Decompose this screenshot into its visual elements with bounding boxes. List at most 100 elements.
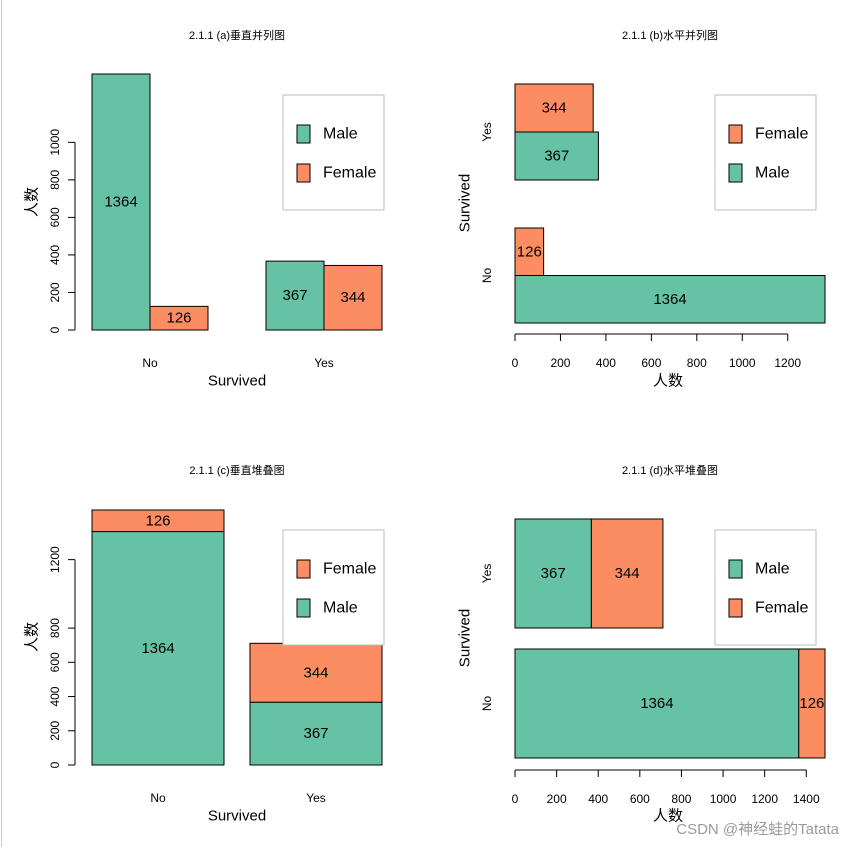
x-tick-label: 1000 bbox=[710, 792, 737, 806]
x-tick-label: 400 bbox=[596, 356, 616, 370]
chart-title: 2.1.1 (a)垂直并列图 bbox=[189, 28, 285, 42]
data-label: 126 bbox=[799, 695, 824, 712]
x-tick-label: 0 bbox=[512, 356, 519, 370]
legend-swatch-female bbox=[296, 559, 311, 579]
bar-yes-female bbox=[590, 518, 664, 629]
data-label: 344 bbox=[303, 664, 328, 681]
x-axis-title: 人数 bbox=[653, 373, 683, 390]
y-axis-title: 人数 bbox=[24, 187, 41, 217]
x-tick-label: 200 bbox=[550, 356, 570, 370]
y-axis-title: 人数 bbox=[24, 622, 41, 652]
legend-swatch-female bbox=[728, 598, 743, 618]
y-axis-title: Survived bbox=[457, 609, 474, 667]
data-label: 1364 bbox=[104, 194, 137, 211]
legend-label-male: Male bbox=[755, 561, 790, 578]
bar-no-male bbox=[514, 648, 800, 759]
legend-box bbox=[714, 94, 817, 211]
bar-yes-male bbox=[514, 518, 592, 629]
chart-panel-b: 2.1.1 (b)水平并列图 1364 126 No 367 344 Yes 0 200 400 6… bbox=[457, 28, 826, 390]
legend-label-female: Female bbox=[323, 561, 376, 578]
legend-swatch-female bbox=[728, 124, 743, 144]
data-label: 344 bbox=[340, 289, 365, 306]
x-tick-label: 800 bbox=[671, 792, 691, 806]
legend-swatch-male bbox=[296, 598, 311, 618]
data-label: 367 bbox=[282, 287, 307, 304]
y-tick-label: 200 bbox=[48, 282, 62, 302]
y-tick-label: 400 bbox=[48, 245, 62, 265]
legend-box bbox=[714, 529, 817, 646]
x-tick-label: 1400 bbox=[793, 792, 820, 806]
category-label-no: No bbox=[150, 791, 166, 805]
legend-swatch-female bbox=[296, 163, 311, 183]
watermark-text: CSDN @神经蛙的Tatata bbox=[676, 821, 839, 838]
data-label: 1364 bbox=[653, 291, 686, 308]
category-label-no: No bbox=[480, 268, 494, 284]
legend-label-male: Male bbox=[755, 165, 790, 182]
data-label: 367 bbox=[541, 565, 566, 582]
x-axis-title: 人数 bbox=[653, 808, 683, 825]
legend: Male Female bbox=[714, 529, 817, 646]
y-axis-title: Survived bbox=[457, 174, 474, 232]
legend-label-female: Female bbox=[755, 126, 808, 143]
bar-no-female bbox=[149, 305, 209, 331]
chart-title: 2.1.1 (c)垂直堆叠图 bbox=[189, 463, 284, 477]
x-tick-label: 1200 bbox=[774, 356, 801, 370]
bar-yes-male bbox=[249, 701, 383, 766]
y-tick-label: 600 bbox=[48, 207, 62, 227]
bar-no-male bbox=[514, 275, 826, 324]
bar-yes-female bbox=[249, 642, 383, 703]
legend-box bbox=[282, 94, 385, 211]
data-label: 126 bbox=[145, 512, 170, 529]
x-tick-label: 1200 bbox=[751, 792, 778, 806]
legend-swatch-male bbox=[728, 163, 743, 183]
legend: Female Male bbox=[282, 529, 385, 646]
x-tick-label: 400 bbox=[588, 792, 608, 806]
chart-title: 2.1.1 (d)水平堆叠图 bbox=[622, 464, 718, 477]
data-label: 367 bbox=[303, 725, 328, 742]
chart-title: 2.1.1 (b)水平并列图 bbox=[622, 28, 718, 42]
bar-yes-male bbox=[265, 260, 325, 331]
bar-yes-female bbox=[323, 264, 383, 331]
data-label: 126 bbox=[166, 310, 191, 327]
bar-no-female bbox=[514, 227, 545, 276]
data-label: 344 bbox=[542, 100, 567, 117]
bar-no-male bbox=[91, 73, 151, 331]
legend-box bbox=[282, 529, 385, 646]
y-tick-label: 1000 bbox=[48, 129, 62, 156]
bar-no-female bbox=[91, 509, 225, 533]
x-tick-label: 1000 bbox=[729, 356, 756, 370]
y-tick-label: 0 bbox=[48, 326, 62, 333]
data-label: 1364 bbox=[640, 695, 673, 712]
data-label: 344 bbox=[615, 565, 640, 582]
legend-label-male: Male bbox=[323, 600, 358, 617]
bar-no-female bbox=[798, 648, 826, 759]
category-label-no: No bbox=[480, 696, 494, 712]
x-tick-label: 800 bbox=[687, 356, 707, 370]
y-tick-label: 1200 bbox=[48, 546, 62, 573]
legend: Female Male bbox=[714, 94, 817, 211]
legend-label-female: Female bbox=[323, 165, 376, 182]
chart-panel-c: 2.1.1 (c)垂直堆叠图 1364 126 No 367 344 Yes 0 200 400 6… bbox=[24, 463, 385, 825]
data-label: 367 bbox=[544, 148, 569, 165]
x-tick-label: 200 bbox=[547, 792, 567, 806]
bar-no-male bbox=[91, 531, 225, 766]
chart-panel-d: 2.1.1 (d)水平堆叠图 1364 126 No 367 344 Yes 0 200 400 6… bbox=[457, 464, 826, 825]
legend-label-female: Female bbox=[755, 600, 808, 617]
x-axis-title: Survived bbox=[208, 373, 266, 390]
category-label-yes: Yes bbox=[480, 564, 494, 584]
y-tick-label: 0 bbox=[48, 761, 62, 768]
y-tick-label: 800 bbox=[48, 618, 62, 638]
y-tick-label: 800 bbox=[48, 170, 62, 190]
legend-swatch-male bbox=[296, 124, 311, 144]
legend-label-male: Male bbox=[323, 126, 358, 143]
x-tick-label: 600 bbox=[630, 792, 650, 806]
x-tick-label: 600 bbox=[641, 356, 661, 370]
category-label-no: No bbox=[142, 356, 158, 370]
x-axis-title: Survived bbox=[208, 808, 266, 825]
category-label-yes: Yes bbox=[480, 122, 494, 142]
y-tick-label: 400 bbox=[48, 686, 62, 706]
y-tick-label: 600 bbox=[48, 652, 62, 672]
y-tick-label: 200 bbox=[48, 720, 62, 740]
category-label-yes: Yes bbox=[306, 791, 326, 805]
